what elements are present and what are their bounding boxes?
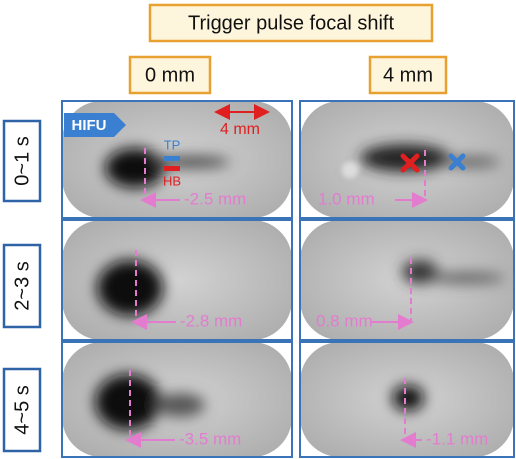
column-label: 0 mm [145,64,195,86]
shift-label: -2.5 mm [184,189,246,208]
hb-marker [164,166,180,171]
shift-label: 0.8 mm [316,311,373,330]
hifu-label: HIFU [72,117,107,134]
shift-label: -2.8 mm [180,311,242,330]
row-label: 4~5 s [11,385,33,434]
tp-marker [164,156,180,161]
tp-label: TP [164,137,181,152]
hb-label: HB [163,173,181,188]
title: Trigger pulse focal shift [188,12,394,34]
figure: Trigger pulse focal shift 0 mm 4 mm 0~1 … [0,0,516,459]
row-label: 2~3 s [11,261,33,310]
shift-label: -1.1 mm [426,429,488,448]
shift-label: 1.0 mm [318,189,375,208]
shift-label: -3.5 mm [179,429,241,448]
column-label: 4 mm [383,64,433,86]
row-label: 0~1 s [11,136,33,185]
scale-label: 4 mm [220,121,260,138]
